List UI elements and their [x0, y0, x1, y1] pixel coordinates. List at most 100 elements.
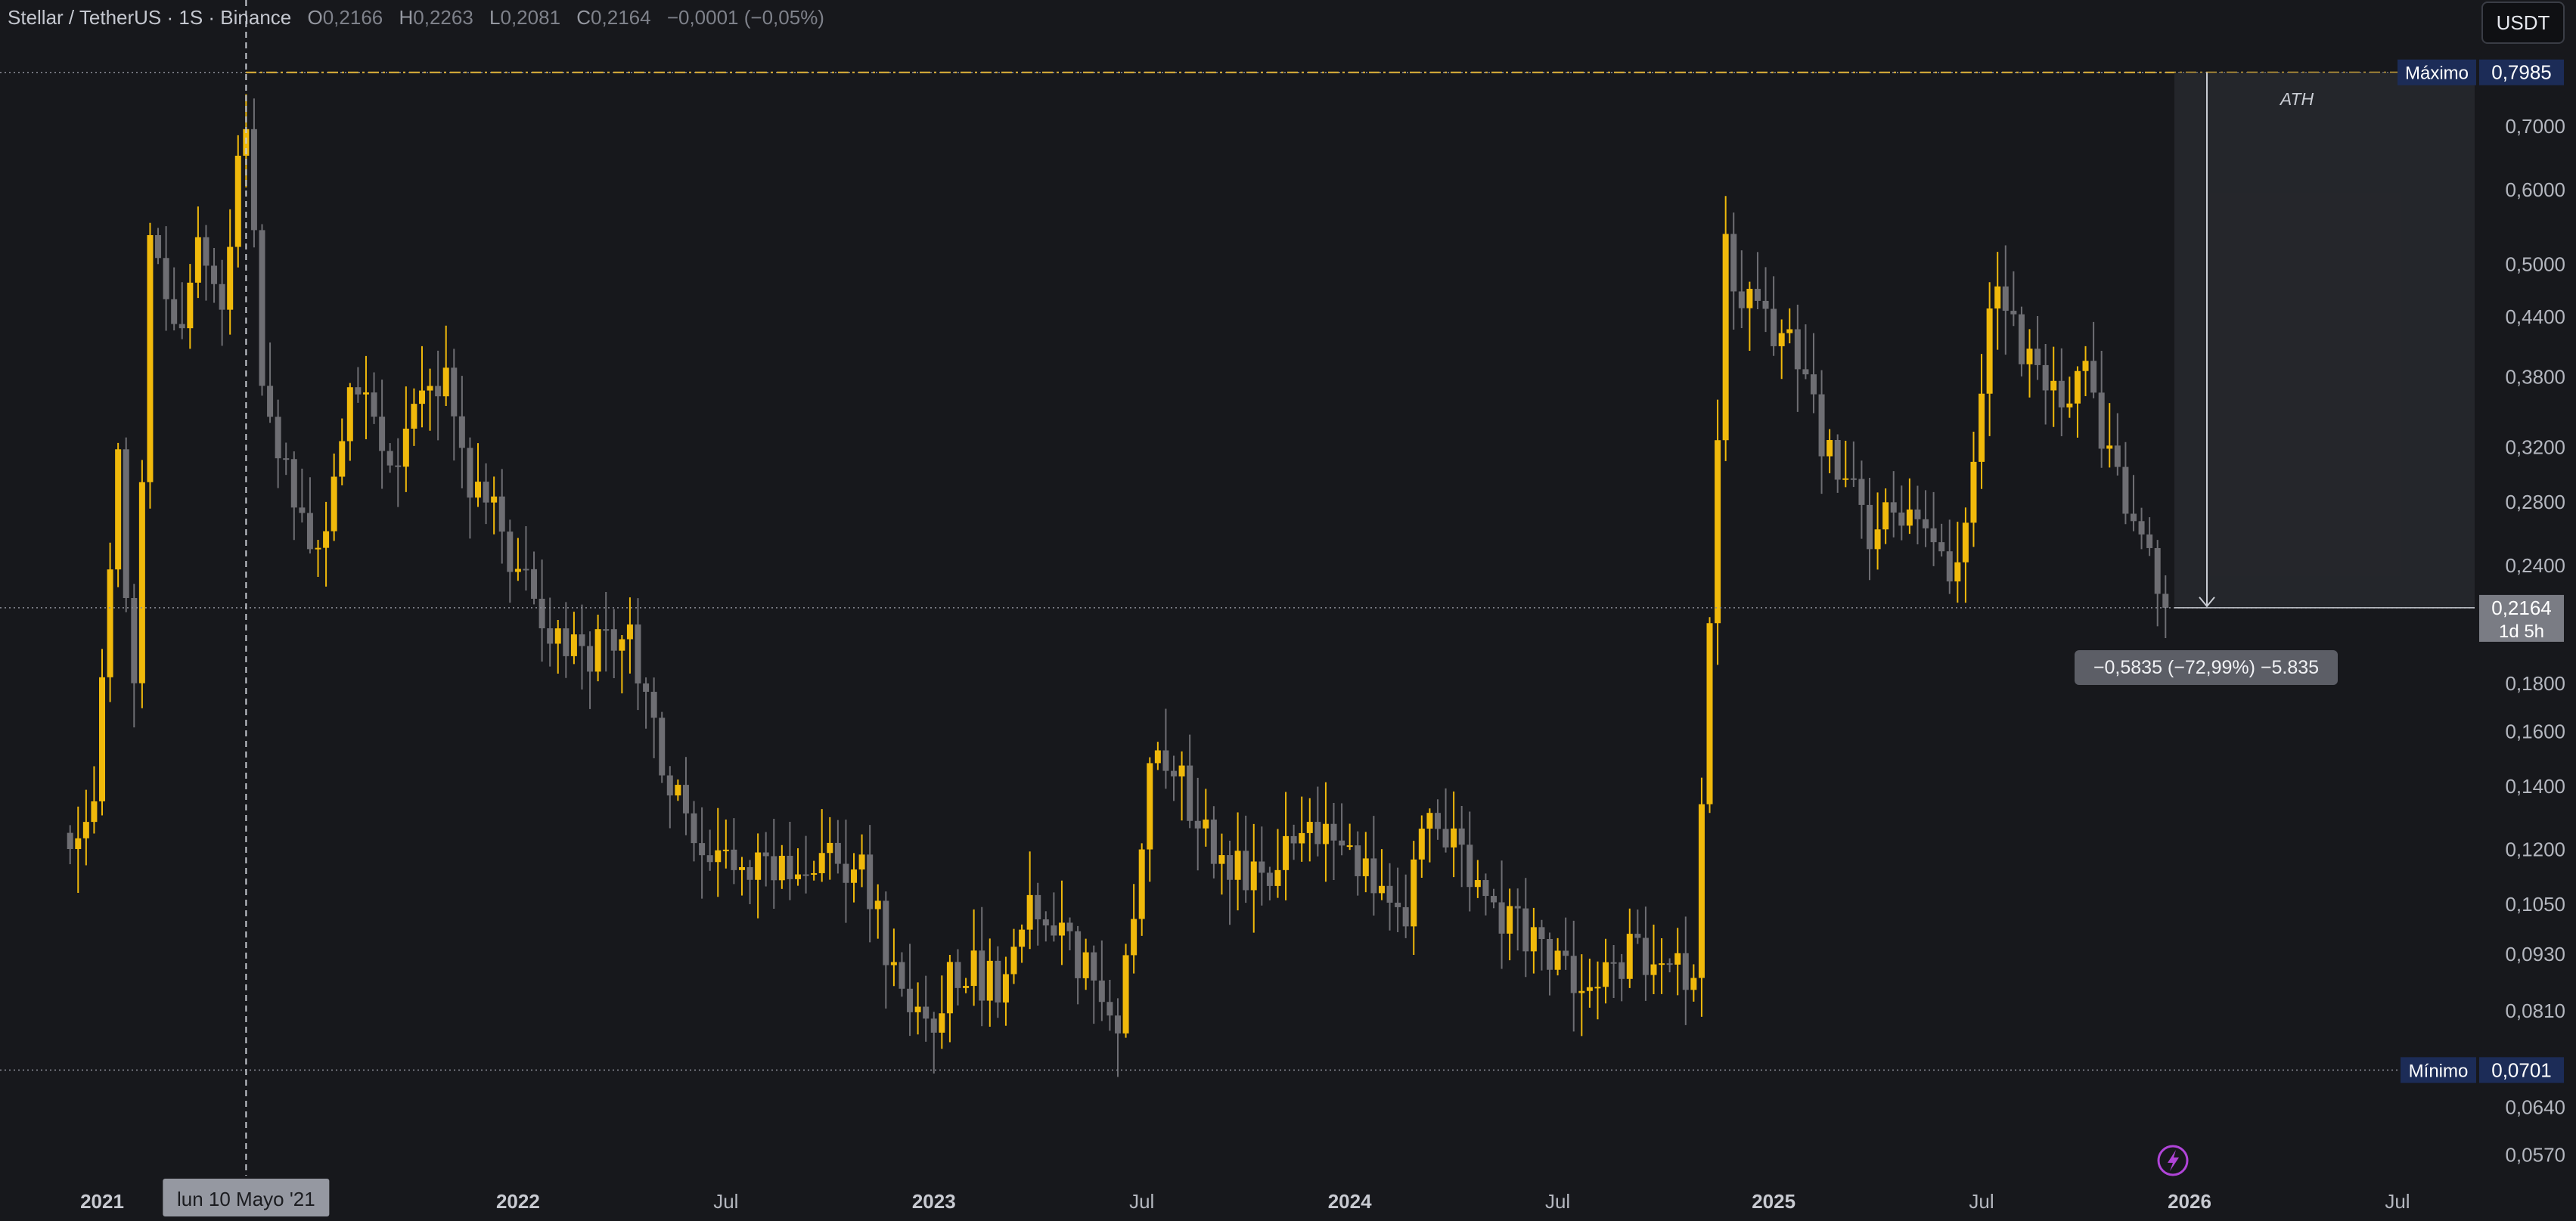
- candle-down: [979, 906, 985, 1027]
- x-tick-label: 2023: [912, 1190, 956, 1213]
- y-tick-label: 0,6000: [2505, 178, 2565, 201]
- candle-body: [1290, 835, 1297, 844]
- candle-body: [1010, 947, 1017, 975]
- candle-body: [1411, 859, 1417, 927]
- candle-body: [1171, 770, 1178, 776]
- y-tick-label: 0,1600: [2505, 721, 2565, 743]
- candle-body: [1514, 906, 1521, 909]
- candle-down: [706, 829, 713, 871]
- candle-up: [346, 383, 353, 461]
- candle-body: [418, 390, 425, 404]
- candle-up: [554, 619, 561, 674]
- candle-down: [1330, 802, 1337, 880]
- candle-down: [2090, 321, 2097, 398]
- candle-body: [1106, 1002, 1113, 1016]
- candle-body: [467, 448, 473, 498]
- candle-up: [874, 884, 881, 939]
- candle-down: [1730, 212, 1737, 330]
- high-value: 0,2263: [413, 6, 473, 29]
- candle-down: [355, 367, 362, 403]
- candle-body: [538, 598, 545, 629]
- candle-body: [1786, 329, 1793, 333]
- candle-body: [275, 417, 281, 459]
- candle-down: [1547, 932, 1553, 996]
- y-tick-label: 0,1200: [2505, 838, 2565, 861]
- candle-up: [1906, 478, 1913, 535]
- candle-body: [1314, 822, 1321, 844]
- candle-body: [483, 482, 489, 503]
- candle-down: [1370, 816, 1377, 916]
- y-tick-label: 0,0810: [2505, 999, 2565, 1022]
- candle-up: [1698, 777, 1705, 1017]
- x-tick-label: Jul: [2385, 1190, 2410, 1213]
- candle-down: [1762, 267, 1769, 333]
- candle-body: [1619, 962, 1625, 979]
- candle-down: [458, 376, 465, 488]
- candle-body: [1842, 478, 1849, 480]
- candle-body: [1066, 922, 1073, 931]
- candle-up: [1746, 281, 1753, 352]
- candle-down: [643, 677, 650, 729]
- crosshair-date-label: lun 10 Mayo '21: [163, 1179, 330, 1216]
- candle-down: [1266, 866, 1273, 900]
- candle-up: [147, 222, 154, 509]
- candle-up: [1411, 841, 1417, 955]
- lightning-icon[interactable]: [2157, 1145, 2189, 1176]
- candle-body: [1203, 820, 1209, 829]
- candle-up: [1346, 823, 1353, 851]
- candle-up: [1218, 833, 1225, 895]
- candle-body: [1547, 939, 1553, 970]
- candle-up: [1010, 928, 1017, 984]
- max-price-tag-bg: [2479, 59, 2564, 85]
- candle-body: [1946, 551, 1953, 582]
- candle-body: [666, 775, 673, 796]
- change-value: −0,0001 (−0,05%): [666, 6, 824, 29]
- candle-body: [1906, 509, 1913, 526]
- candle-body: [1626, 934, 1633, 979]
- candle-body: [1386, 885, 1393, 903]
- candle-down: [451, 349, 458, 461]
- candle-body: [219, 284, 225, 310]
- candle-body: [1498, 902, 1505, 934]
- candle-body: [1890, 502, 1897, 513]
- candle-body: [306, 513, 313, 550]
- max-price-tag: 0,7985: [2479, 59, 2564, 85]
- candle-up: [1603, 938, 1609, 1004]
- candle-body: [1970, 461, 1977, 523]
- candle-down: [587, 631, 594, 709]
- y-tick-label: 0,3200: [2505, 436, 2565, 459]
- lightning-icon-bolt[interactable]: [2168, 1150, 2179, 1171]
- candle-down: [467, 437, 473, 539]
- candle-down: [163, 226, 169, 331]
- candle-down: [2002, 245, 2009, 355]
- candle-down: [1042, 911, 1049, 942]
- candle-up: [402, 386, 409, 492]
- candle-body: [1874, 529, 1881, 550]
- open-value: 0,2166: [322, 6, 383, 29]
- currency-button[interactable]: USDT: [2481, 2, 2565, 44]
- candle-down: [523, 526, 529, 591]
- symbol-name[interactable]: Stellar / TetherUS · 1S · Binance: [8, 6, 292, 29]
- candle-up: [1178, 751, 1185, 821]
- candle-down: [923, 975, 930, 1042]
- candle-body: [1051, 925, 1057, 936]
- y-tick-label: 0,1400: [2505, 775, 2565, 798]
- x-tick-label: 2021: [80, 1190, 124, 1213]
- candle-down: [131, 584, 138, 728]
- candle-down: [250, 98, 257, 248]
- candle-up: [1530, 907, 1537, 974]
- measure-label-text: −0,5835 (−72,99%) −5.835: [2093, 657, 2319, 678]
- candle-down: [1187, 734, 1193, 829]
- lightning-icon-ring[interactable]: [2157, 1145, 2189, 1176]
- candle-body: [834, 842, 841, 864]
- candle-body: [1395, 902, 1401, 907]
- candle-body: [1466, 844, 1473, 888]
- candle-up: [626, 597, 633, 674]
- candle-body: [1634, 934, 1641, 938]
- candle-up: [323, 501, 330, 587]
- candle-body: [1122, 955, 1129, 1034]
- candle-body: [1091, 952, 1097, 981]
- candle-body: [1650, 964, 1657, 975]
- candle-down: [1314, 786, 1321, 857]
